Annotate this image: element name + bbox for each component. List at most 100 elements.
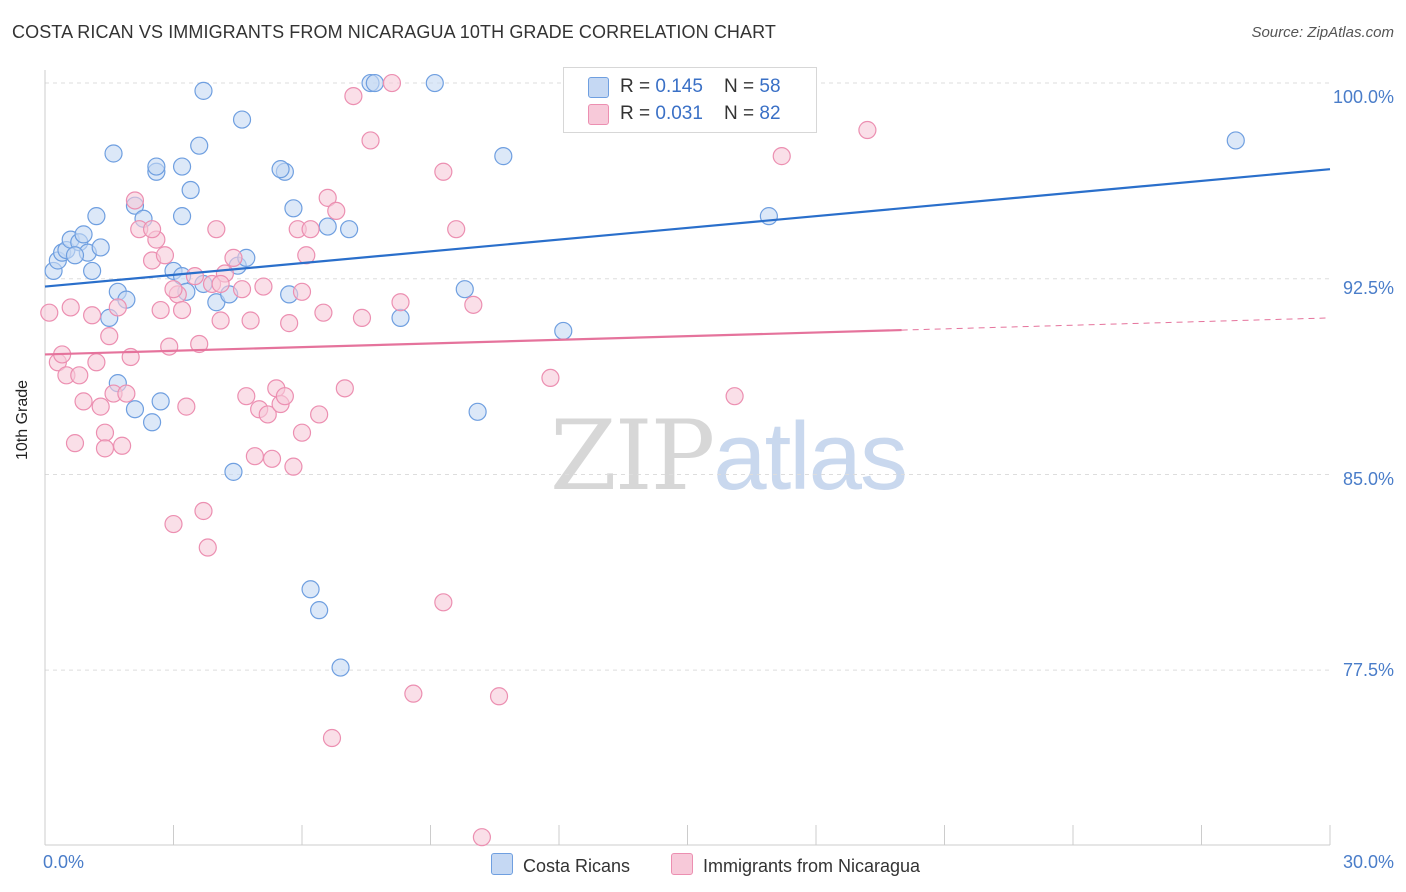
nicaragua-point bbox=[284, 457, 303, 476]
nicaragua-point bbox=[61, 298, 80, 317]
nicaragua-point bbox=[772, 147, 791, 166]
nicaragua-point bbox=[335, 379, 354, 398]
bottom-legend-label: Immigrants from Nicaragua bbox=[703, 856, 921, 876]
nicaragua-point bbox=[262, 449, 282, 468]
nicaragua-point bbox=[314, 303, 333, 322]
nicaragua-point bbox=[434, 162, 453, 181]
nicaragua-point bbox=[237, 387, 256, 406]
nicaragua-point bbox=[245, 447, 264, 466]
nicaragua-point bbox=[489, 687, 509, 706]
costa-rican-point bbox=[142, 413, 162, 432]
legend-swatch-pink bbox=[588, 104, 609, 125]
nicaragua-point bbox=[472, 828, 491, 847]
costa-rican-point bbox=[468, 402, 487, 421]
nicaragua-point bbox=[725, 387, 744, 406]
legend-r-label: R = bbox=[620, 103, 656, 124]
costa-rican-point bbox=[331, 658, 350, 677]
watermark-zip: ZIP bbox=[550, 400, 715, 512]
source-label: Source: ZipAtlas.com bbox=[1251, 24, 1394, 41]
nicaragua-point bbox=[151, 300, 170, 320]
legend-n-value: 82 bbox=[759, 103, 781, 124]
costa-rican-point bbox=[104, 144, 123, 163]
watermark: ZIPatlas bbox=[550, 400, 908, 512]
nicaragua-point bbox=[301, 220, 320, 239]
costa-rican-point bbox=[181, 180, 200, 200]
costa-rican-point bbox=[125, 400, 145, 419]
costa-rican-point bbox=[147, 157, 166, 176]
x-tick-label: 0.0% bbox=[43, 852, 85, 872]
nicaragua-point bbox=[83, 306, 102, 325]
legend-n-label: N = bbox=[724, 103, 760, 124]
nicaragua-point bbox=[280, 314, 299, 333]
nicaragua-point bbox=[117, 384, 136, 403]
costa-rican-point bbox=[310, 601, 329, 620]
nicaragua-point bbox=[160, 337, 179, 356]
costa-rican-point bbox=[83, 261, 102, 281]
costa-rican-point bbox=[74, 225, 93, 244]
y-tick-label: 77.5% bbox=[1342, 660, 1394, 680]
bottom-legend-swatch-pink bbox=[671, 853, 693, 875]
nicaragua-point bbox=[177, 397, 196, 416]
nicaragua-point bbox=[155, 246, 175, 265]
nicaragua-point bbox=[95, 439, 115, 458]
y-tick-label: 92.5% bbox=[1342, 278, 1394, 298]
nicaragua-point bbox=[91, 397, 110, 416]
costa-rican-point bbox=[494, 147, 513, 166]
nicaragua-point bbox=[258, 405, 277, 424]
costa-rican-point bbox=[425, 73, 444, 93]
legend-swatch-blue bbox=[588, 77, 609, 98]
costa-rican-point bbox=[65, 246, 85, 265]
nicaragua-point bbox=[142, 220, 162, 239]
nicaragua-point bbox=[211, 274, 230, 294]
costa-rican-point bbox=[190, 136, 209, 155]
nicaragua-point bbox=[198, 538, 217, 557]
nicaragua-point bbox=[322, 728, 342, 748]
nicaragua-point bbox=[108, 298, 127, 317]
costa-rican-point bbox=[365, 73, 384, 93]
nicaragua-point bbox=[190, 334, 209, 354]
nicaragua-point bbox=[100, 327, 119, 346]
nicaragua-point bbox=[172, 300, 192, 320]
y-axis-label: 10th Grade bbox=[14, 379, 31, 460]
nicaragua-point bbox=[464, 295, 483, 314]
costa-rican-point bbox=[151, 392, 170, 411]
nicaragua-point bbox=[447, 220, 466, 239]
costa-rican-point bbox=[172, 207, 192, 226]
trend-line-extension bbox=[901, 317, 1331, 331]
costa-rican-point bbox=[194, 81, 213, 100]
legend-r-value: 0.031 bbox=[655, 103, 703, 124]
nicaragua-point bbox=[292, 423, 312, 442]
costa-rican-point bbox=[91, 238, 110, 257]
legend-r-value: 0.145 bbox=[655, 76, 703, 97]
costa-rican-point bbox=[172, 157, 192, 176]
costa-rican-point bbox=[301, 580, 320, 599]
bottom-legend-nicaragua: Immigrants from Nicaragua bbox=[671, 853, 920, 877]
y-tick-label: 85.0% bbox=[1342, 469, 1394, 489]
costa-rican-point bbox=[455, 280, 474, 299]
nicaragua-point bbox=[275, 387, 294, 406]
costa-rican-point bbox=[224, 462, 243, 481]
nicaragua-point bbox=[125, 191, 145, 210]
costa-rican-point bbox=[87, 207, 106, 226]
costa-rican-point bbox=[340, 220, 359, 239]
bottom-legend-label: Costa Ricans bbox=[523, 856, 631, 876]
nicaragua-point bbox=[87, 353, 106, 372]
costa-rican-point bbox=[554, 321, 573, 341]
nicaragua-point bbox=[344, 86, 363, 106]
nicaragua-point bbox=[65, 434, 85, 453]
nicaragua-point bbox=[185, 267, 205, 286]
chart-title: COSTA RICAN VS IMMIGRANTS FROM NICARAGUA… bbox=[12, 22, 776, 42]
nicaragua-point bbox=[74, 392, 93, 411]
legend-n-value: 58 bbox=[759, 76, 781, 97]
nicaragua-point bbox=[318, 188, 337, 207]
nicaragua-point bbox=[310, 405, 329, 424]
nicaragua-point bbox=[194, 501, 213, 521]
bottom-legend-swatch-blue bbox=[491, 853, 513, 875]
nicaragua-point bbox=[404, 684, 423, 703]
nicaragua-point bbox=[292, 282, 312, 301]
costa-rican-point bbox=[391, 308, 410, 327]
nicaragua-point bbox=[541, 368, 560, 388]
nicaragua-point bbox=[241, 311, 260, 330]
nicaragua-point bbox=[164, 280, 183, 299]
